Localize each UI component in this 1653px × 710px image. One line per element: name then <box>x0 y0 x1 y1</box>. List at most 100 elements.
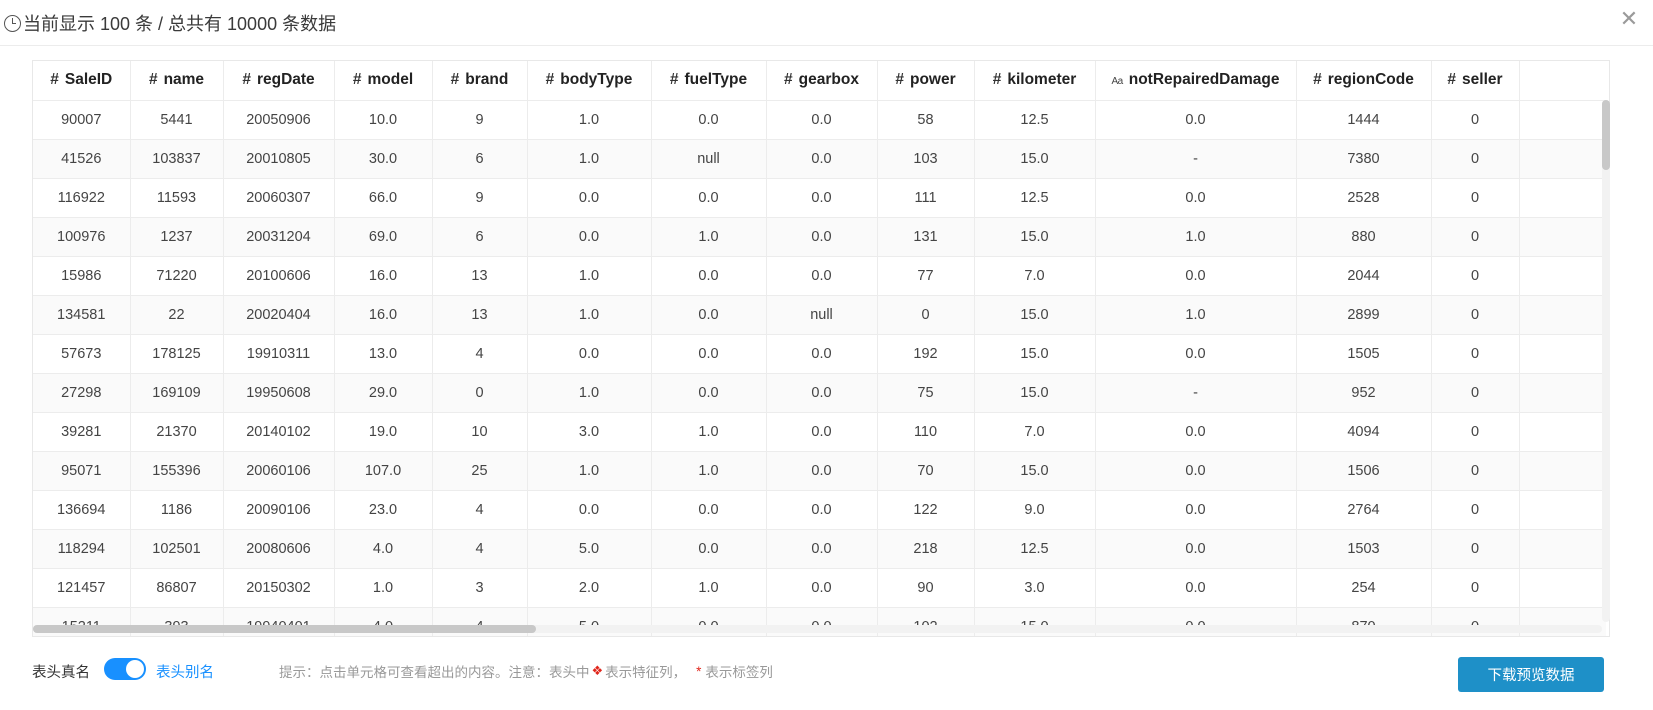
table-cell[interactable]: 12.5 <box>974 100 1096 140</box>
table-cell[interactable]: 107.0 <box>334 451 433 491</box>
table-cell[interactable]: 121457 <box>33 568 131 608</box>
table-cell[interactable]: 2764 <box>1296 490 1432 530</box>
table-cell[interactable]: 4 <box>432 529 528 569</box>
table-cell[interactable]: null <box>651 139 767 179</box>
table-cell[interactable]: 0 <box>1431 178 1520 218</box>
table-cell[interactable]: 131 <box>877 217 975 257</box>
table-cell[interactable]: 19910311 <box>223 334 335 374</box>
table-cell[interactable]: 103 <box>877 139 975 179</box>
table-cell[interactable]: 0.0 <box>766 529 878 569</box>
table-cell[interactable]: 7380 <box>1296 139 1432 179</box>
table-cell[interactable]: 0 <box>432 373 528 413</box>
table-cell[interactable]: 0.0 <box>1095 568 1297 608</box>
table-cell[interactable]: 4 <box>432 490 528 530</box>
table-cell[interactable]: 41526 <box>33 139 131 179</box>
table-cell[interactable]: 2044 <box>1296 256 1432 296</box>
table-cell[interactable]: 0 <box>1431 451 1520 491</box>
table-cell[interactable]: 1505 <box>1296 334 1432 374</box>
table-cell[interactable]: 0 <box>1431 139 1520 179</box>
column-header-bodytype[interactable]: # bodyType <box>527 61 652 101</box>
column-header-saleid[interactable]: # SaleID <box>33 61 131 101</box>
table-cell[interactable]: 20140102 <box>223 412 335 452</box>
table-cell[interactable]: 0.0 <box>527 334 652 374</box>
table-cell[interactable]: 0 <box>1431 334 1520 374</box>
table-cell[interactable]: 0 <box>1431 529 1520 569</box>
table-cell[interactable]: 1.0 <box>651 568 767 608</box>
table-cell[interactable]: 0 <box>1431 373 1520 413</box>
table-cell[interactable]: 0.0 <box>651 490 767 530</box>
table-cell[interactable]: 111 <box>877 178 975 218</box>
table-cell[interactable]: 20020404 <box>223 295 335 335</box>
table-cell[interactable]: 2.0 <box>527 568 652 608</box>
table-cell[interactable]: 29.0 <box>334 373 433 413</box>
table-cell[interactable]: 21370 <box>130 412 224 452</box>
table-cell[interactable]: 100976 <box>33 217 131 257</box>
table-cell[interactable]: 0.0 <box>766 334 878 374</box>
table-cell[interactable]: 9 <box>432 178 528 218</box>
table-cell[interactable]: 134581 <box>33 295 131 335</box>
table-cell[interactable]: 9 <box>432 100 528 140</box>
table-cell[interactable]: 155396 <box>130 451 224 491</box>
table-cell[interactable]: 13 <box>432 256 528 296</box>
table-cell[interactable]: 103837 <box>130 139 224 179</box>
table-cell[interactable]: 0.0 <box>766 178 878 218</box>
table-cell[interactable]: 0.0 <box>527 178 652 218</box>
table-cell[interactable]: 19.0 <box>334 412 433 452</box>
table-cell[interactable]: 20010805 <box>223 139 335 179</box>
table-cell[interactable]: 0 <box>1431 295 1520 335</box>
table-cell[interactable]: 118294 <box>33 529 131 569</box>
table-cell[interactable]: 15.0 <box>974 334 1096 374</box>
table-cell[interactable]: 169109 <box>130 373 224 413</box>
table-cell[interactable]: 1.0 <box>1095 217 1297 257</box>
horizontal-scrollbar-thumb[interactable] <box>33 625 536 633</box>
column-header-model[interactable]: # model <box>334 61 433 101</box>
table-cell[interactable]: 0.0 <box>651 100 767 140</box>
table-cell[interactable]: 1.0 <box>527 256 652 296</box>
table-cell[interactable]: 4 <box>432 334 528 374</box>
table-cell[interactable]: 1.0 <box>527 373 652 413</box>
table-cell[interactable]: 1.0 <box>527 100 652 140</box>
table-cell[interactable]: 90007 <box>33 100 131 140</box>
table-cell[interactable]: 2899 <box>1296 295 1432 335</box>
table-cell[interactable]: 0.0 <box>651 295 767 335</box>
table-cell[interactable]: 1.0 <box>527 451 652 491</box>
table-cell[interactable]: 192 <box>877 334 975 374</box>
column-header-power[interactable]: # power <box>877 61 975 101</box>
table-cell[interactable]: 20080606 <box>223 529 335 569</box>
table-cell[interactable]: 13.0 <box>334 334 433 374</box>
table-cell[interactable]: 0.0 <box>766 568 878 608</box>
table-cell[interactable]: 0.0 <box>766 412 878 452</box>
table-cell[interactable]: 0.0 <box>651 373 767 413</box>
table-cell[interactable]: 20150302 <box>223 568 335 608</box>
column-header-gearbox[interactable]: # gearbox <box>766 61 878 101</box>
table-cell[interactable]: 1444 <box>1296 100 1432 140</box>
table-cell[interactable]: 20050906 <box>223 100 335 140</box>
table-cell[interactable]: 7.0 <box>974 256 1096 296</box>
table-cell[interactable]: 952 <box>1296 373 1432 413</box>
table-cell[interactable]: 1506 <box>1296 451 1432 491</box>
table-cell[interactable]: 0.0 <box>766 139 878 179</box>
table-cell[interactable]: 254 <box>1296 568 1432 608</box>
table-cell[interactable]: 1.0 <box>527 295 652 335</box>
table-cell[interactable]: 0.0 <box>651 334 767 374</box>
table-cell[interactable]: 95071 <box>33 451 131 491</box>
table-cell[interactable]: 0 <box>1431 100 1520 140</box>
table-cell[interactable]: 218 <box>877 529 975 569</box>
column-header-brand[interactable]: # brand <box>432 61 528 101</box>
table-cell[interactable]: 3.0 <box>974 568 1096 608</box>
table-cell[interactable]: 0.0 <box>651 529 767 569</box>
table-cell[interactable]: 0.0 <box>527 490 652 530</box>
table-cell[interactable]: 0.0 <box>1095 412 1297 452</box>
table-cell[interactable]: 5441 <box>130 100 224 140</box>
table-cell[interactable]: 3 <box>432 568 528 608</box>
table-cell[interactable]: 0 <box>1431 217 1520 257</box>
table-cell[interactable]: 15.0 <box>974 295 1096 335</box>
table-cell[interactable]: - <box>1095 373 1297 413</box>
table-cell[interactable]: 77 <box>877 256 975 296</box>
table-cell[interactable]: 6 <box>432 217 528 257</box>
table-cell[interactable]: 39281 <box>33 412 131 452</box>
table-cell[interactable]: 0.0 <box>651 256 767 296</box>
horizontal-scrollbar[interactable] <box>33 625 1602 633</box>
table-cell[interactable]: 0.0 <box>1095 529 1297 569</box>
download-preview-button[interactable]: 下载预览数据 <box>1458 657 1604 692</box>
